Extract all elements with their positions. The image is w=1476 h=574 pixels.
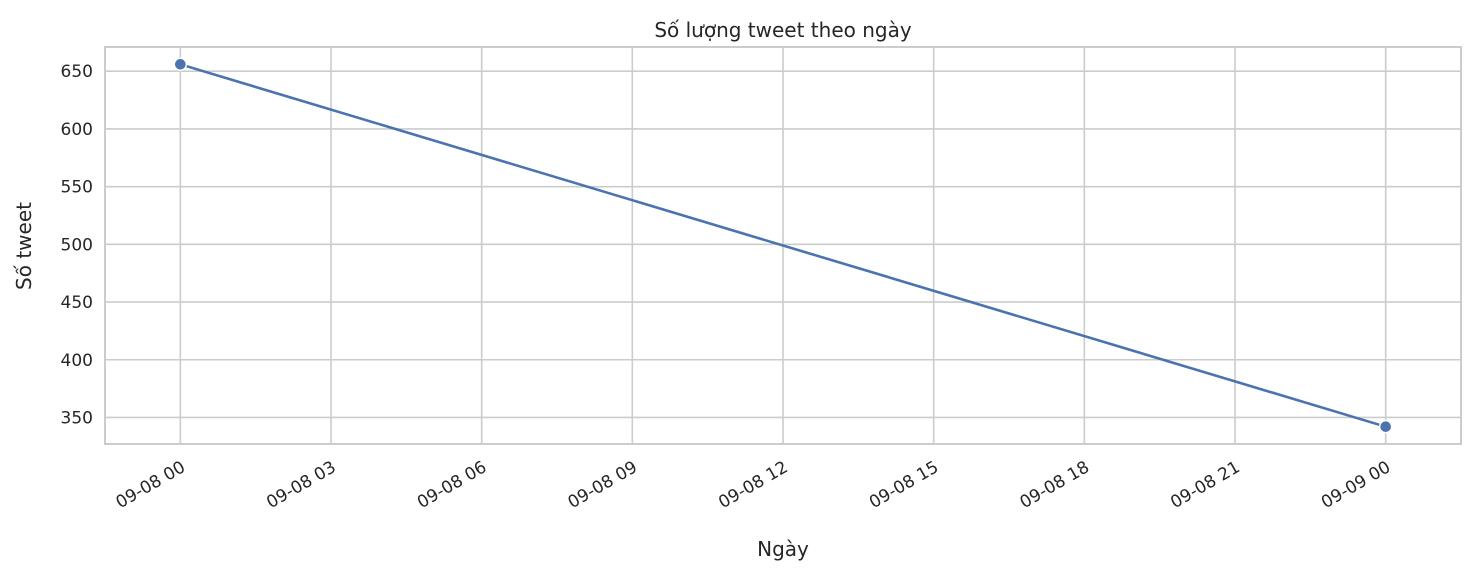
y-axis-label: Số tweet [12,202,36,290]
y-tick-label: 350 [61,408,93,428]
x-tick-label: 09-08 12 [715,457,791,513]
x-axis-ticks: 09-08 00 09-08 03 09-08 06 09-08 09 09-08 12… [113,457,1395,513]
data-point [173,57,188,72]
y-tick-label: 450 [61,293,93,313]
x-tick-label: 09-08 18 [1017,457,1093,513]
x-axis-label: Ngày [757,537,809,561]
x-tick-label: 09-08 00 [113,457,189,513]
y-axis-ticks: 350 400 450 500 550 600 650 [61,62,93,428]
x-tick-label: 09-08 06 [414,457,490,513]
x-tick-label: 09-09 00 [1318,457,1394,513]
y-tick-label: 600 [61,120,93,140]
y-tick-label: 650 [61,62,93,82]
x-tick-label: 09-08 15 [866,457,942,513]
series-line [179,63,1387,428]
x-tick-label: 09-08 03 [263,457,339,513]
y-tick-label: 550 [61,178,93,198]
x-tick-label: 09-08 21 [1167,457,1243,513]
series-layer [173,57,1393,434]
plot-frame [104,46,1462,445]
chart-title: Số lượng tweet theo ngày [654,18,912,42]
y-tick-label: 500 [61,235,93,255]
x-tick-label: 09-08 09 [565,457,641,513]
data-point [1378,419,1393,434]
grid [105,47,1461,444]
y-tick-label: 400 [61,351,93,371]
